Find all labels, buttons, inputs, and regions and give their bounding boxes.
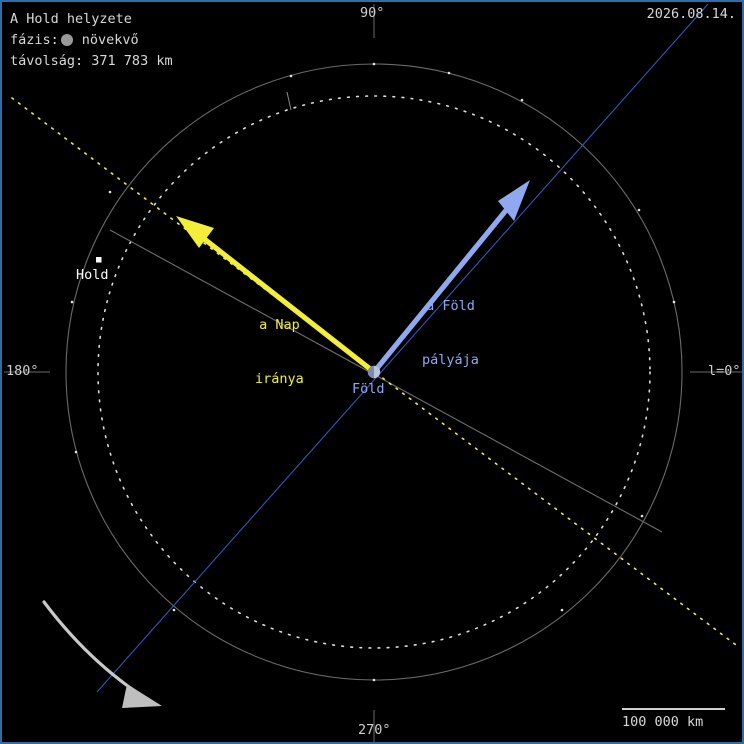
earth-orbit-label-line1: a Föld	[426, 298, 475, 314]
sun-direction-label-line2: iránya	[255, 371, 304, 387]
compass-label-270: 270°	[358, 722, 391, 738]
earth-orbit-thin-line	[96, 4, 709, 693]
sun-direction-label-line1: a Nap	[259, 317, 300, 333]
moon-orbit-circle	[97, 95, 651, 649]
info-header: A Hold helyzete fázis: növekvő távolság:…	[10, 8, 173, 71]
header-title-line: A Hold helyzete	[10, 8, 173, 29]
phase-value: növekvő	[81, 31, 139, 48]
scale-bar-label: 100 000 km	[622, 714, 704, 730]
header-distance-line: távolság: 371 783 km	[10, 50, 173, 71]
date-readout: 2026.08.14.	[646, 6, 736, 22]
compass-label-90: 90°	[360, 5, 385, 21]
scale-bar-line	[622, 708, 725, 710]
scale-bar: 100 000 km	[622, 708, 725, 730]
moon-phase-disc-icon	[60, 33, 73, 46]
earth-orbit-label: a Föld pályája	[422, 261, 479, 405]
earth-orbit-arrow	[371, 180, 530, 374]
header-phase-line: fázis: növekvő	[10, 29, 173, 50]
compass-label-0: l=0°	[708, 363, 741, 379]
circle-radial-tick	[286, 91, 292, 111]
moon-marker[interactable]	[96, 257, 102, 263]
comet-arrowhead	[122, 684, 162, 708]
reference-circle-tick-dots	[70, 62, 676, 682]
sun-direction-label: a Nap iránya	[255, 280, 304, 424]
distance-value: 371 783 km	[91, 52, 173, 69]
compass-label-180: 180°	[6, 363, 39, 379]
page-title: A Hold helyzete	[10, 10, 132, 27]
comet-trail-arc	[42, 600, 144, 698]
earth-label: Föld	[352, 381, 385, 397]
earth-marker[interactable]	[367, 365, 381, 379]
distance-label: távolság:	[10, 52, 84, 69]
node-line	[109, 229, 663, 533]
moon-label: Hold	[76, 267, 109, 283]
sun-direction-arrow	[176, 216, 376, 375]
phase-label: fázis:	[10, 31, 59, 48]
earth-orbit-label-line2: pályája	[422, 352, 479, 368]
